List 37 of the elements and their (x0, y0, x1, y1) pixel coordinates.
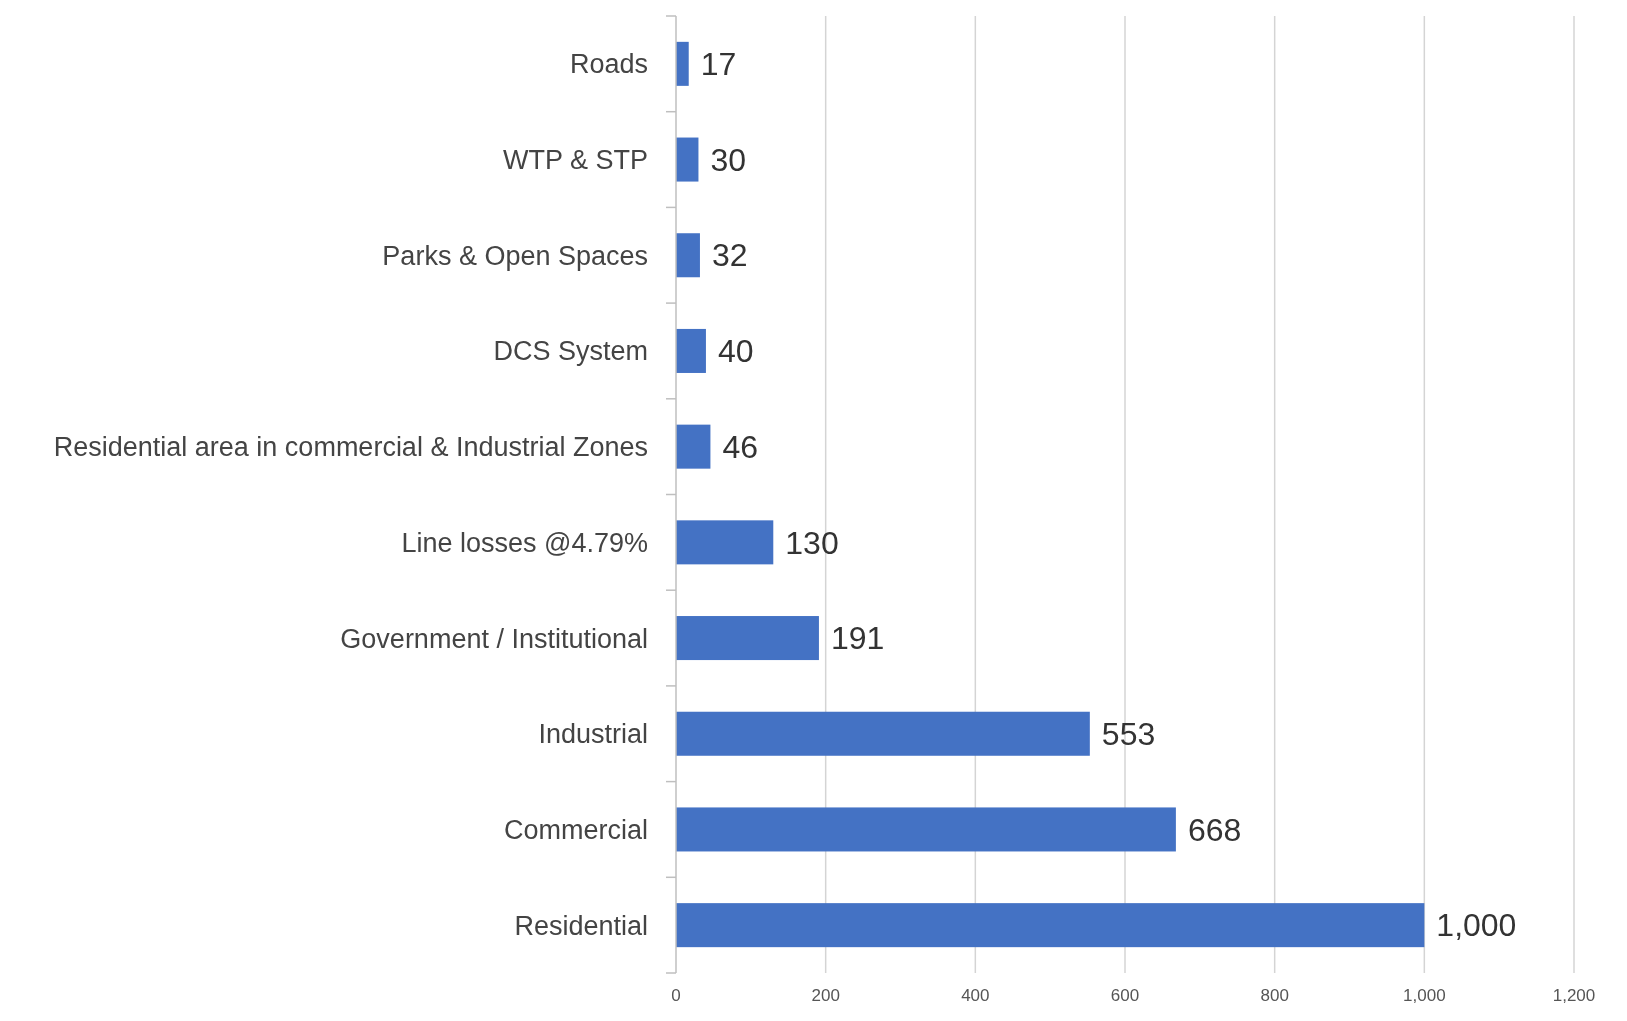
data-label: 191 (830, 620, 885, 657)
x-tick-label: 200 (811, 986, 840, 1005)
bar (676, 41, 689, 86)
y-tick-label: Parks & Open Spaces (382, 240, 648, 271)
data-label: 32 (711, 237, 748, 274)
x-tick-label: 1,000 (1403, 986, 1446, 1005)
bar (676, 520, 774, 565)
data-label: 1,000 (1436, 907, 1517, 944)
y-tick-label: Residential area in commercial & Industrial Zones (53, 432, 648, 463)
x-tick-label: 800 (1260, 986, 1289, 1005)
y-tick-label: Line losses @4.79% (401, 527, 648, 558)
data-label: 30 (710, 141, 747, 178)
y-tick-label: Commercial (503, 814, 648, 845)
bar (676, 616, 819, 661)
bar (676, 233, 700, 278)
x-tick-label: 0 (671, 986, 681, 1005)
y-tick-label: Industrial (538, 719, 648, 750)
y-tick-label: DCS System (493, 336, 648, 367)
bar (676, 903, 1425, 948)
x-tick-label: 1,200 (1552, 986, 1596, 1005)
data-label: 46 (722, 428, 759, 465)
bar (676, 807, 1176, 852)
bar (676, 711, 1090, 756)
x-tick-label: 400 (961, 986, 990, 1005)
y-tick-label: Roads (569, 49, 648, 80)
data-label: 668 (1187, 811, 1242, 848)
bar (676, 137, 699, 182)
bar (676, 328, 706, 373)
data-label: 553 (1101, 715, 1156, 752)
data-label: 130 (785, 524, 839, 561)
y-tick-label: Government / Institutional (340, 623, 648, 654)
x-tick-label: 600 (1110, 986, 1140, 1005)
data-label: 17 (700, 46, 737, 83)
y-tick-label: WTP & STP (502, 145, 648, 175)
data-label: 40 (717, 333, 754, 370)
y-tick-label: Residential (514, 910, 648, 941)
bar (676, 424, 711, 469)
